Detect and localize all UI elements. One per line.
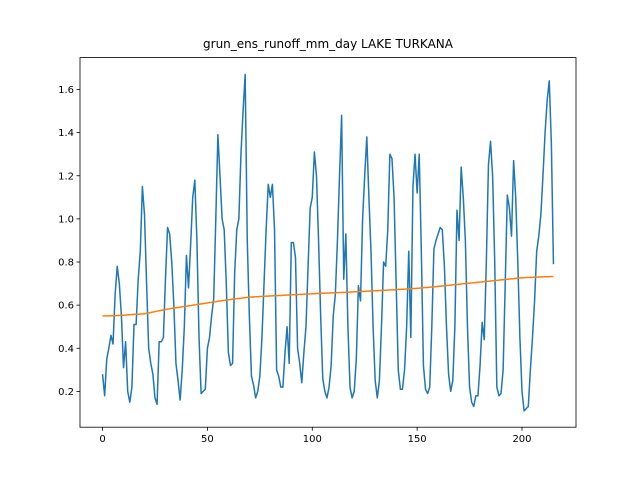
- x-tick-label: 0: [99, 434, 105, 445]
- x-tick-label: 100: [303, 434, 322, 445]
- series-line: [102, 275, 554, 317]
- chart-title: grun_ens_runoff_mm_day LAKE TURKANA: [203, 37, 454, 51]
- y-tick-label: 0.4: [58, 344, 74, 355]
- x-tick-label: 150: [408, 434, 427, 445]
- x-tick-label: 200: [512, 434, 531, 445]
- series-line: [101, 73, 555, 412]
- y-tick-label: 1.6: [58, 85, 74, 96]
- x-tick-label: 50: [201, 434, 214, 445]
- y-tick-label: 1.4: [58, 128, 74, 139]
- y-tick-label: 1.0: [58, 214, 74, 225]
- y-tick-label: 0.2: [58, 387, 74, 398]
- y-tick-label: 0.6: [58, 301, 74, 312]
- y-tick-label: 1.2: [58, 171, 74, 182]
- y-tick-label: 0.8: [58, 258, 74, 269]
- plot-frame: [79, 57, 577, 428]
